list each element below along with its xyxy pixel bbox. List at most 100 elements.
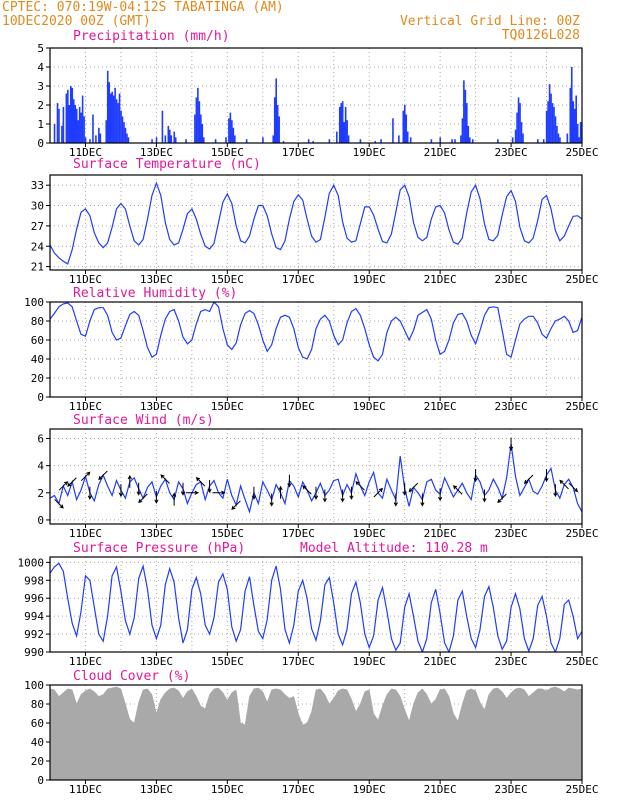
cloud-ytick-label: 60: [31, 717, 44, 730]
precip-date-label: 13DEC: [140, 146, 173, 159]
wind-ytick-label: 6: [37, 433, 44, 446]
precip-bar: [467, 125, 470, 143]
precip-bar: [341, 101, 344, 143]
precip-bar: [202, 137, 205, 143]
precip-ytick-label: 5: [37, 42, 44, 55]
precip-bar: [471, 139, 474, 143]
precip-bar: [551, 103, 554, 143]
precip-bar: [155, 137, 158, 143]
precip-bar: [569, 87, 572, 143]
cloud-date-label: 17DEC: [282, 783, 315, 796]
precip-bar: [198, 101, 201, 143]
precip-bar: [245, 139, 248, 143]
precip-bar: [75, 108, 78, 143]
precip-bar: [516, 112, 518, 143]
precip-bar: [74, 105, 77, 143]
rh-date-label: 23DEC: [495, 400, 528, 413]
precip-date-label: 17DEC: [282, 146, 315, 159]
temp-ytick-label: 24: [31, 240, 45, 253]
wind-arrow: [180, 482, 186, 496]
precipitation-title: Precipitation (mm/h): [73, 29, 230, 44]
precip-bar: [572, 101, 575, 143]
precip-bar: [548, 84, 551, 143]
temp-ytick-label: 33: [31, 179, 44, 192]
wind-arrow: [98, 470, 108, 481]
rh-ytick-label: 0: [37, 391, 44, 404]
wind-date-label: 17DEC: [282, 527, 315, 540]
precip-bar: [275, 78, 277, 143]
precip-ytick-label: 2: [37, 99, 44, 112]
precip-bar: [109, 93, 112, 143]
precip-bar: [464, 89, 467, 143]
precip-bar: [340, 103, 343, 143]
precip-bar: [229, 112, 232, 143]
precip-bar: [108, 82, 111, 143]
temp-ytick-label: 30: [31, 200, 44, 213]
precip-bar: [200, 114, 202, 143]
precip-bar: [197, 87, 199, 143]
precip-bar: [112, 95, 115, 143]
precip-bar: [430, 139, 433, 143]
temp-date-label: 13DEC: [140, 273, 173, 286]
temp-date-label: 17DEC: [282, 273, 315, 286]
precip-bar: [84, 137, 87, 143]
precip-bar: [497, 139, 499, 143]
wind-arrow: [322, 489, 327, 503]
precip-bar: [402, 110, 405, 143]
precip-bar: [282, 141, 285, 143]
precip-bar: [545, 110, 548, 143]
precip-bar: [570, 67, 573, 143]
temp-ytick-label: 27: [31, 220, 44, 233]
rh-ytick-label: 40: [31, 353, 44, 366]
wind-arrow: [420, 493, 425, 507]
precip-bar: [461, 118, 464, 143]
precip-bar: [451, 139, 453, 143]
precip-bar: [579, 122, 582, 143]
rh-line: [50, 302, 582, 362]
precip-ytick-label: 0: [37, 137, 44, 150]
precip-bar: [406, 131, 409, 143]
wind-arrow: [195, 476, 206, 487]
wind-date-label: 25DEC: [565, 527, 598, 540]
precip-bar: [99, 133, 102, 143]
precip-bar: [214, 139, 217, 143]
temp-marks: [50, 181, 582, 265]
wind-ytick-label: 0: [37, 514, 44, 527]
wind-frame: [49, 428, 583, 525]
wind-arrow: [160, 474, 170, 484]
grid-note: Vertical Grid Line: 00Z: [400, 14, 580, 29]
pressure-date-label: 13DEC: [140, 655, 173, 668]
pressure-title: Surface Pressure (hPa): [73, 541, 245, 556]
precip-bar: [405, 114, 408, 143]
cloud-date-label: 13DEC: [140, 783, 173, 796]
cloud-cover-area: [50, 686, 582, 780]
temp-date-label: 11DEC: [69, 273, 102, 286]
precip-bar: [124, 127, 127, 143]
precip-bar: [151, 139, 153, 143]
precip-bar: [573, 108, 576, 143]
precip-bar: [95, 135, 97, 143]
pressure-date-label: 17DEC: [282, 655, 315, 668]
pressure-marks: [50, 562, 582, 652]
precip-bar: [56, 103, 59, 143]
precip-bar: [338, 106, 341, 143]
wind-arrow: [452, 485, 463, 495]
precip-bar: [343, 122, 345, 143]
wind-arrow: [408, 482, 419, 493]
rh-date-label: 11DEC: [69, 400, 102, 413]
precip-bar: [278, 116, 280, 143]
cloud-date-label: 11DEC: [69, 783, 102, 796]
model-code: TQ0126L028: [502, 28, 580, 43]
precip-bar: [67, 89, 69, 143]
precip-bar: [578, 137, 580, 143]
precip-bar: [185, 139, 187, 143]
wind-arrow: [127, 474, 132, 488]
precip-bar: [380, 139, 382, 143]
wind-arrow: [231, 500, 241, 510]
precip-bar: [556, 125, 558, 143]
wind-arrow: [482, 489, 487, 503]
precip-bar: [466, 103, 468, 143]
wind-arrow: [402, 482, 407, 496]
precip-bar: [312, 141, 314, 143]
precip-bar: [89, 139, 91, 143]
